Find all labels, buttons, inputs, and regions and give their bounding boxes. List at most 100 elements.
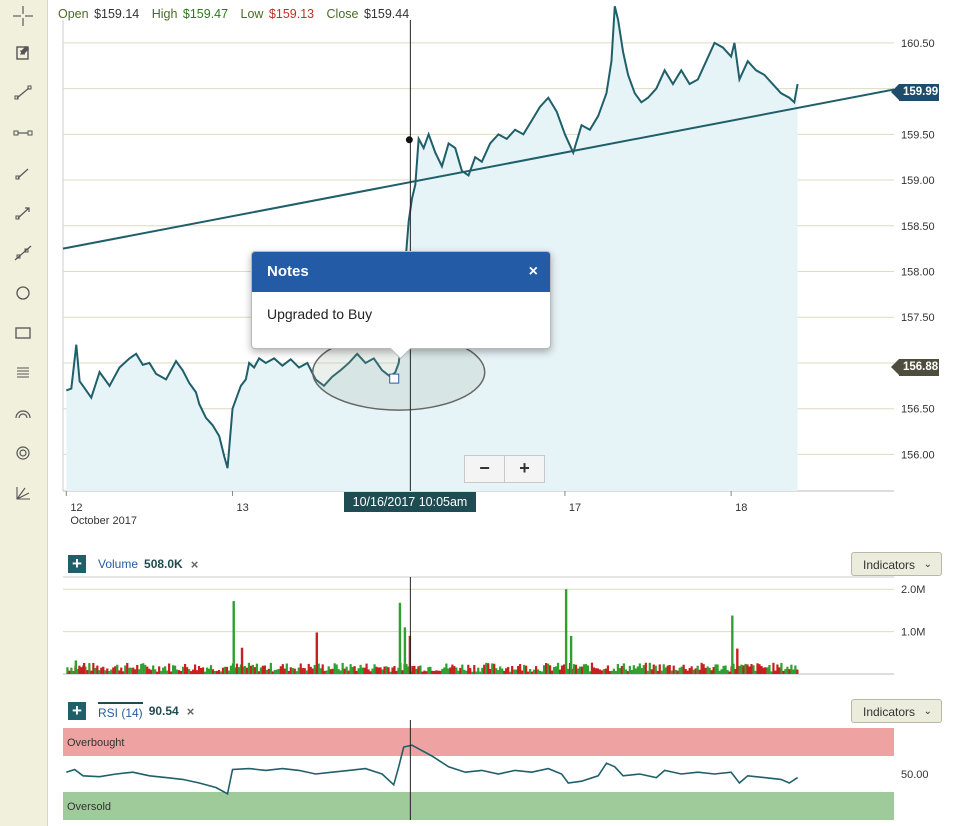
volume-bar [229,665,233,674]
close-value: $159.44 [363,7,410,21]
volume-bar [279,666,282,674]
volume-bar [413,665,416,674]
volume-bar [215,670,219,674]
arrow-line-tool[interactable] [8,159,38,187]
volume-bar [594,668,598,674]
crosshair-price-tag: 156.88 [891,359,939,376]
volume-bar [195,670,199,674]
notes-header: Notes × [252,252,550,292]
volume-bar [150,669,153,674]
rsi-indicators-dropdown[interactable]: Indicators ⌄ [851,699,942,723]
volume-bar [604,668,608,674]
volume-bar [606,665,610,674]
volume-bar [205,667,209,674]
rsi-remove-button[interactable]: × [186,703,195,719]
volume-bar [552,667,556,674]
volume-add-button[interactable]: + [68,555,86,573]
gann-fan-tool[interactable] [8,479,38,507]
volume-bar [329,669,332,674]
volume-bar [535,666,538,674]
line-segment-tool[interactable] [8,79,38,107]
volume-bar [459,667,462,674]
zoom-in-button[interactable]: + [504,456,544,482]
volume-bar [471,671,474,674]
volume-bar [325,670,328,674]
volume-bar [419,665,422,674]
crosshair-tool[interactable] [8,2,38,30]
volume-bar [768,664,771,674]
notes-close-button[interactable]: × [528,263,538,280]
rsi-indicator-name[interactable]: RSI (14) [98,702,143,720]
note-tool[interactable] [8,39,38,67]
volume-bar [479,671,482,674]
circle-icon [16,286,30,300]
volume-bar [668,665,671,674]
volume-indicators-dropdown[interactable]: Indicators ⌄ [851,552,942,576]
fibonacci-icon [17,367,29,378]
volume-bar [251,664,255,674]
target-tool[interactable] [8,439,38,467]
volume-bar [303,668,306,674]
volume-bar [341,662,344,674]
volume-bar [217,670,221,674]
rsi-tick-label: 50.00 [901,769,929,781]
volume-bar [794,665,797,674]
price-tick-label: 158.00 [901,267,935,279]
horizontal-segment-tool[interactable] [8,119,38,147]
ray-tool[interactable] [8,199,38,227]
x-tick-label: 12 [70,502,82,514]
volume-bar [261,665,264,674]
volume-bar [66,667,69,674]
volume-indicator-value: 508.0K [144,557,183,571]
volume-bar [221,667,225,674]
volume-bar [497,670,500,674]
volume-bar [708,667,711,674]
chevron-down-icon: ⌄ [923,559,932,570]
volume-bar [752,665,755,674]
volume-bar [550,670,554,674]
rsi-add-button[interactable]: + [68,702,86,720]
volume-bar [425,671,428,674]
rectangle-tool[interactable] [8,319,38,347]
volume-bar [728,671,731,674]
fibonacci-tool[interactable] [8,359,38,387]
volume-bar [760,666,763,674]
volume-bar [574,664,578,674]
volume-bar [189,671,193,674]
volume-bar [658,664,661,674]
volume-bar [385,666,388,674]
rectangle-icon [15,327,31,339]
volume-bar [780,663,783,674]
volume-bar [634,668,637,674]
volume-bar [696,665,699,674]
volume-indicator-name[interactable]: Volume [98,557,139,571]
volume-bar [307,663,310,674]
volume-bar [469,668,472,674]
circle-tool[interactable] [8,279,38,307]
volume-bar [383,666,386,674]
volume-bar [507,666,510,674]
volume-bar [590,662,594,674]
volume-bar [724,665,727,674]
volume-bar [598,669,602,674]
volume-bar [560,665,564,674]
volume-bar [656,670,659,674]
volume-bar [76,669,79,674]
volume-bar [401,670,404,674]
volume-bar [136,664,139,674]
volume-bar [445,663,448,674]
volume-bar [670,670,673,674]
volume-bar [267,668,270,674]
zoom-out-button[interactable]: − [479,458,490,478]
arc-tool[interactable] [8,399,38,427]
ray-icon [15,207,30,220]
volume-bar [578,666,582,674]
volume-bar [748,666,751,674]
extended-line-tool[interactable] [8,239,38,267]
volume-bar [120,667,123,674]
volume-bar [170,671,173,674]
volume-bar [519,664,522,674]
volume-bar [92,662,95,674]
volume-remove-button[interactable]: × [190,556,199,572]
